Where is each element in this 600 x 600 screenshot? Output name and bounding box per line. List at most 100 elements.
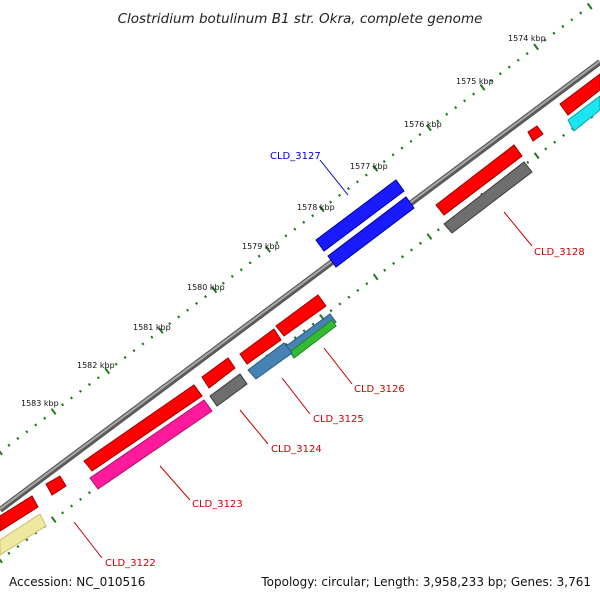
kbp-label: 1574 kbp [508,34,546,43]
tick-mark [61,511,65,515]
gene-label-cld-3126[interactable]: CLD_3126 [354,384,405,395]
tick-mark [211,286,218,294]
feature-bar[interactable] [559,73,600,116]
tick-mark [401,255,405,259]
tick-mark [382,160,386,164]
tick-mark [562,133,566,137]
tick-mark [337,193,342,197]
tick-mark [87,491,91,495]
tick-mark [186,308,190,312]
tick-mark [525,51,529,56]
tick-mark [87,382,91,387]
tick-mark [391,153,395,157]
kbp-label: 1579 kbp [242,242,280,251]
tick-mark [248,261,252,265]
feature-bar[interactable] [239,328,282,365]
tick-mark [392,261,396,265]
feature-bar[interactable] [275,294,327,337]
gene-label-cld-3122[interactable]: CLD_3122 [105,558,156,569]
tick-mark [177,315,181,319]
tick-mark [365,282,369,286]
kbp-label: 1582 kbp [77,361,115,370]
tick-mark [479,83,486,91]
feature-bar[interactable] [567,95,600,132]
tick-mark [230,274,234,278]
gene-label-cld-3127[interactable]: CLD_3127 [270,151,321,162]
feature-bar[interactable] [201,357,236,389]
topology-text: Topology: circular; Length: 3,958,233 bp… [260,575,591,589]
tick-mark [533,43,540,51]
tick-mark [50,408,57,415]
tick-mark [356,288,360,292]
kbp-label: 1575 kbp [456,77,494,86]
gene-label-cld-3128[interactable]: CLD_3128 [534,247,585,258]
tick-mark [409,248,414,252]
tick-mark [329,200,333,204]
tick-mark [338,302,342,306]
tick-mark [0,558,3,564]
gene-label-cld-3124[interactable]: CLD_3124 [271,444,322,455]
tick-mark [61,403,65,407]
tick-mark [70,504,74,508]
feature-bar[interactable] [443,161,533,234]
gene-label-cld-3123[interactable]: CLD_3123 [192,499,243,510]
kbp-labels: 1574 kbp 1575 kbp 1576 kbp 1577 kbp 1578… [21,34,546,408]
tick-mark [16,436,20,441]
tick-mark [418,241,422,245]
tick-mark [586,2,593,10]
feature-bar[interactable] [0,513,47,556]
tick-mark [16,545,20,549]
tick-mark [123,355,127,359]
tick-mark [372,273,379,281]
tick-mark [507,65,511,69]
feature-bar[interactable] [327,196,415,268]
tick-mark [7,551,11,555]
tick-mark [311,214,315,218]
tick-mark [311,322,315,326]
tick-mark [436,119,440,123]
tick-mark [114,362,118,366]
tick-mark [544,147,548,151]
tick-mark [257,254,261,258]
tick-mark [445,112,449,116]
feature-bar[interactable] [209,373,248,407]
gene-labels: CLD_3127 CLD_3128 CLD_3126 CLD_3125 CLD_… [73,151,585,569]
tick-mark [78,497,83,501]
tick-mark [372,164,379,172]
tick-mark [553,140,557,144]
tick-mark [355,180,359,184]
map-title: Clostridium botulinum B1 str. Okra, comp… [118,11,483,27]
kbp-label: 1576 kbp [404,120,442,129]
kbp-label: 1578 kbp [297,203,335,212]
tick-mark [570,18,574,22]
gene-label-cld-3125[interactable]: CLD_3125 [313,414,364,425]
tick-mark [472,92,476,96]
tick-mark [329,309,333,313]
feature-bar[interactable] [83,384,203,472]
tick-mark [400,146,404,150]
tick-mark [526,160,530,164]
feature-bar[interactable] [0,495,39,532]
accession-text: Accession: NC_010516 [9,575,145,589]
feature-bar[interactable] [247,342,293,380]
feature-bar[interactable] [527,125,544,142]
kbp-label: 1583 kbp [21,399,59,408]
tick-mark [498,72,502,76]
tick-mark [364,173,368,177]
tick-mark [383,268,387,272]
genome-backbone [0,59,600,513]
tick-mark [409,139,413,143]
feature-bar[interactable] [435,144,523,216]
feature-bar[interactable] [315,179,405,252]
tick-mark [436,228,440,232]
feature-bar[interactable] [89,399,213,490]
feature-track [0,73,600,556]
tick-mark [516,58,520,62]
feature-bar[interactable] [289,319,337,359]
tick-mark [150,335,154,339]
tick-mark [426,233,433,240]
feature-bar[interactable] [45,475,67,496]
tick-mark [302,329,306,333]
tick-mark [346,187,351,191]
